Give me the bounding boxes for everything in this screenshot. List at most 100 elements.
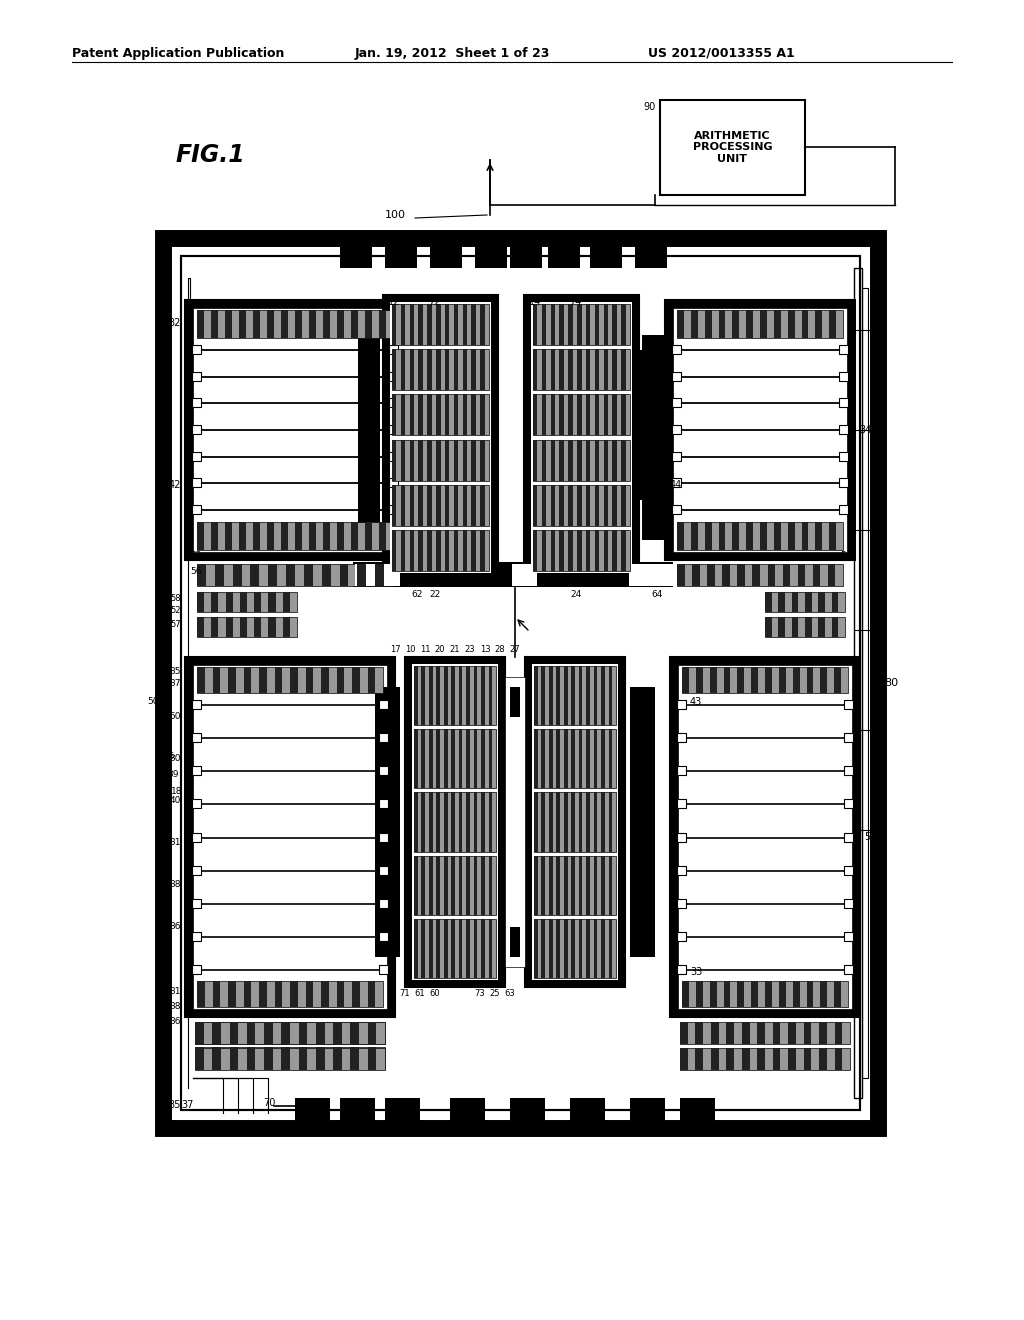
Bar bbox=[436, 395, 440, 436]
Bar bbox=[839, 478, 848, 487]
Bar bbox=[193, 932, 201, 941]
Bar bbox=[305, 667, 313, 693]
Text: 58: 58 bbox=[170, 594, 181, 603]
Text: 11: 11 bbox=[420, 645, 430, 653]
Bar bbox=[282, 1022, 290, 1044]
Bar bbox=[185, 300, 406, 560]
Bar bbox=[601, 729, 605, 788]
Bar bbox=[839, 345, 848, 354]
Bar bbox=[534, 729, 616, 788]
Bar bbox=[839, 425, 848, 434]
Bar bbox=[197, 591, 204, 612]
Bar bbox=[844, 965, 853, 974]
Text: 50: 50 bbox=[170, 711, 181, 721]
Bar bbox=[510, 686, 520, 717]
Bar bbox=[400, 350, 406, 391]
Bar bbox=[696, 667, 702, 693]
Bar bbox=[726, 1048, 734, 1071]
Bar bbox=[195, 1022, 204, 1044]
Bar bbox=[229, 1022, 239, 1044]
Bar bbox=[379, 833, 388, 842]
Bar bbox=[389, 506, 398, 513]
Text: 50: 50 bbox=[147, 697, 159, 706]
Bar bbox=[682, 667, 689, 693]
Text: 33: 33 bbox=[690, 968, 702, 977]
Bar bbox=[295, 521, 302, 550]
Bar bbox=[392, 484, 396, 525]
Bar bbox=[193, 700, 201, 709]
Bar bbox=[568, 484, 572, 525]
Bar bbox=[807, 981, 813, 1007]
Bar bbox=[229, 1048, 239, 1071]
Bar bbox=[427, 484, 432, 525]
Bar bbox=[211, 310, 218, 338]
Bar bbox=[274, 981, 283, 1007]
Bar bbox=[282, 1047, 290, 1069]
Bar bbox=[316, 1022, 325, 1044]
Text: 37: 37 bbox=[181, 1100, 194, 1110]
Bar bbox=[212, 1048, 221, 1071]
Bar bbox=[290, 667, 298, 693]
Bar bbox=[835, 981, 841, 1007]
Bar bbox=[564, 667, 567, 725]
Text: 18: 18 bbox=[171, 787, 182, 796]
Bar bbox=[379, 932, 388, 941]
Bar bbox=[773, 1022, 780, 1044]
Bar bbox=[253, 310, 260, 338]
Bar bbox=[815, 310, 822, 338]
Bar bbox=[672, 372, 681, 380]
Text: 53: 53 bbox=[864, 832, 877, 842]
Bar bbox=[443, 667, 447, 725]
Bar bbox=[805, 616, 812, 638]
Bar bbox=[163, 238, 878, 1129]
Bar bbox=[443, 855, 447, 915]
Bar bbox=[195, 1048, 204, 1071]
Bar bbox=[601, 919, 605, 978]
Bar bbox=[195, 1022, 385, 1044]
Text: 71: 71 bbox=[399, 989, 411, 998]
Bar bbox=[215, 564, 223, 586]
Bar bbox=[333, 1022, 342, 1044]
Bar bbox=[412, 664, 498, 979]
Bar bbox=[414, 729, 496, 788]
Bar bbox=[732, 521, 739, 550]
Bar bbox=[844, 800, 853, 808]
Text: 64: 64 bbox=[651, 590, 663, 599]
Bar bbox=[228, 667, 236, 693]
Bar bbox=[454, 304, 458, 345]
Bar bbox=[695, 1048, 703, 1071]
Bar bbox=[760, 310, 767, 338]
Bar bbox=[672, 425, 681, 434]
Bar bbox=[436, 855, 440, 915]
Bar bbox=[429, 667, 432, 725]
Bar bbox=[788, 1022, 796, 1044]
Bar bbox=[578, 304, 582, 345]
Bar bbox=[193, 965, 201, 974]
Bar bbox=[551, 440, 555, 480]
Text: 12: 12 bbox=[388, 297, 400, 308]
Bar bbox=[259, 667, 266, 693]
Bar bbox=[240, 616, 247, 638]
Bar bbox=[710, 667, 717, 693]
Bar bbox=[321, 981, 329, 1007]
Text: 80: 80 bbox=[884, 678, 898, 688]
Bar bbox=[630, 1098, 665, 1122]
Bar bbox=[400, 304, 406, 345]
Bar bbox=[505, 677, 525, 968]
Bar bbox=[392, 529, 489, 572]
Bar bbox=[333, 1022, 342, 1044]
Bar bbox=[197, 521, 204, 550]
Text: 34: 34 bbox=[859, 425, 871, 436]
Bar bbox=[835, 1022, 843, 1044]
Bar bbox=[471, 350, 476, 391]
Bar bbox=[436, 919, 440, 978]
Bar bbox=[351, 521, 358, 550]
Bar bbox=[711, 1048, 719, 1071]
Bar bbox=[774, 310, 780, 338]
Bar bbox=[737, 981, 744, 1007]
Bar bbox=[568, 440, 572, 480]
Bar bbox=[752, 667, 758, 693]
Bar bbox=[556, 667, 560, 725]
Bar bbox=[375, 564, 384, 586]
Bar bbox=[568, 395, 572, 436]
